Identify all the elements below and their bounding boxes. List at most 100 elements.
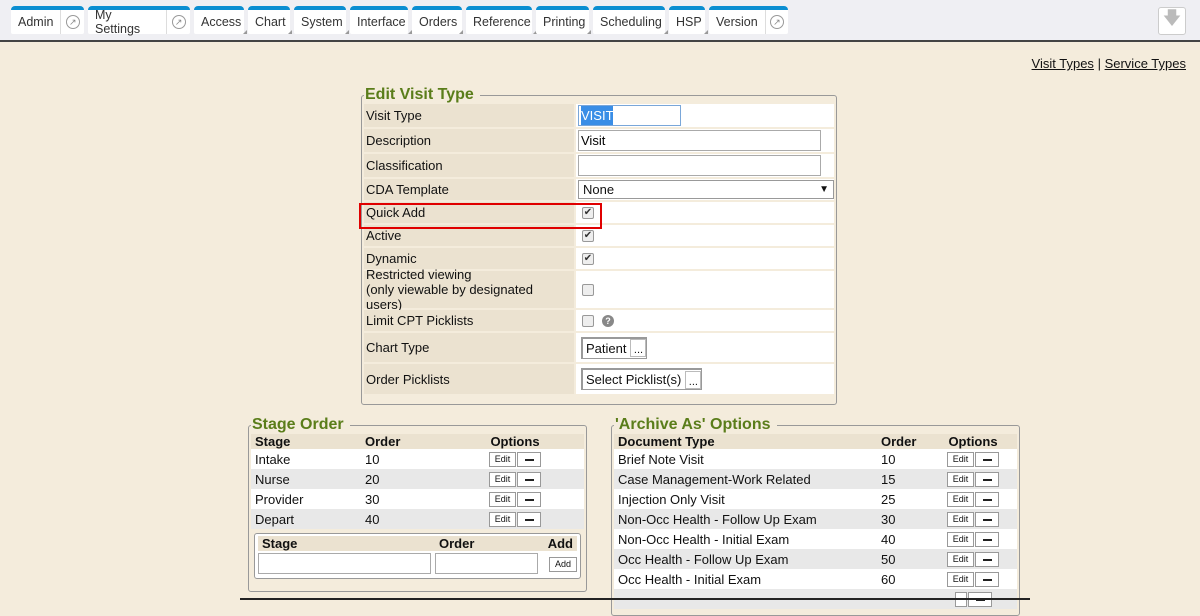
edit-button[interactable]: Edit <box>946 552 975 568</box>
order-cell: 40 <box>361 509 446 529</box>
order-picklists-picker[interactable]: Select Picklist(s)... <box>581 368 703 390</box>
name-cell: Nurse <box>251 469 361 489</box>
stage-order-panel: Stage Order Stage Order Options Intake 10… <box>248 416 587 592</box>
edit-button[interactable]: Edit <box>946 532 975 548</box>
download-button[interactable]: 🡇 <box>1158 7 1186 35</box>
table-row: Non-Occ Health - Follow Up Exam 30 Edit <box>614 509 1017 529</box>
restricted-checkbox[interactable] <box>582 283 594 296</box>
restricted-label: Restricted viewing (only viewable by desi… <box>364 267 574 312</box>
tab-label: Scheduling <box>593 15 669 34</box>
table-row: Intake 10 Edit <box>251 449 584 469</box>
chart-type-browse-button[interactable]: ... <box>630 339 647 357</box>
edit-button[interactable]: Edit <box>488 452 517 468</box>
limit-cpt-checkbox[interactable] <box>582 314 594 327</box>
order-cell: 60 <box>877 569 929 589</box>
name-cell: Brief Note Visit <box>614 449 877 469</box>
remove-button[interactable] <box>975 452 1000 468</box>
remove-button[interactable] <box>517 452 542 468</box>
tab-system[interactable]: System <box>294 6 349 34</box>
tab-admin[interactable]: Admin ↗ <box>11 6 84 34</box>
remove-button[interactable] <box>517 492 542 508</box>
cda-template-label: CDA Template <box>364 179 574 200</box>
visit-type-input[interactable] <box>578 105 681 126</box>
tab-scheduling[interactable]: Scheduling <box>593 6 668 34</box>
options-cell: Edit <box>929 489 1017 509</box>
options-cell: Edit <box>929 469 1017 489</box>
new-order-input[interactable] <box>435 553 538 574</box>
order-cell: 15 <box>877 469 929 489</box>
tab-label: Interface <box>350 15 413 34</box>
new-stage-input[interactable] <box>258 553 431 574</box>
remove-button[interactable] <box>517 512 542 528</box>
external-link-icon: ↗ <box>769 15 784 29</box>
options-cell: Edit <box>446 489 584 509</box>
column-header: Options <box>929 434 1017 449</box>
remove-button[interactable] <box>975 472 1000 488</box>
dynamic-checkbox[interactable]: ✔ <box>582 252 594 265</box>
tab-hsp[interactable]: HSP <box>669 6 708 34</box>
edit-button[interactable]: Edit <box>946 572 975 588</box>
classification-label: Classification <box>364 154 574 177</box>
add-stage-button[interactable]: Add <box>548 556 577 572</box>
tab-orders[interactable]: Orders <box>412 6 464 34</box>
edit-button[interactable]: Edit <box>946 492 975 508</box>
chart-type-picker[interactable]: Patient... <box>581 336 648 359</box>
edit-button[interactable]: Edit <box>946 472 975 488</box>
remove-button[interactable] <box>517 472 542 488</box>
help-icon[interactable]: ? <box>602 314 614 327</box>
remove-button[interactable] <box>975 572 1000 588</box>
options-cell: Edit <box>446 469 584 489</box>
options-cell: Edit <box>929 549 1017 569</box>
tab-label: Access <box>194 15 248 34</box>
name-cell: Injection Only Visit <box>614 489 877 509</box>
classification-input[interactable] <box>578 155 821 176</box>
tab-access[interactable]: Access <box>194 6 248 34</box>
edit-button[interactable]: Edit <box>488 492 517 508</box>
options-cell: Edit <box>929 449 1017 469</box>
name-cell: Provider <box>251 489 361 509</box>
description-input[interactable] <box>578 130 821 151</box>
tab-chart[interactable]: Chart <box>248 6 292 34</box>
order-cell: 10 <box>877 449 929 469</box>
tab-label: Printing <box>536 15 592 34</box>
tab-version[interactable]: Version ↗ <box>709 6 788 34</box>
quick-add-checkbox[interactable]: ✔ <box>582 206 594 219</box>
table-row: Non-Occ Health - Initial Exam 40 Edit <box>614 529 1017 549</box>
remove-button[interactable] <box>975 512 1000 528</box>
arrow-down-icon: 🡇 <box>1162 8 1182 28</box>
archive-table: Document Type Order Options Brief Note V… <box>614 434 1017 609</box>
visit-types-link[interactable]: Visit Types <box>1031 56 1094 71</box>
tab-reference[interactable]: Reference <box>466 6 537 34</box>
remove-button[interactable] <box>975 532 1000 548</box>
service-types-link[interactable]: Service Types <box>1104 56 1186 71</box>
chart-type-label: Chart Type <box>364 333 574 362</box>
active-checkbox[interactable]: ✔ <box>582 229 594 242</box>
tab-interface[interactable]: Interface <box>350 6 412 34</box>
edit-button[interactable]: Edit <box>946 512 975 528</box>
separator: | <box>1097 56 1101 71</box>
tab-label: Orders <box>412 15 464 34</box>
remove-button[interactable] <box>975 492 1000 508</box>
column-header: Stage <box>258 536 435 551</box>
remove-button[interactable] <box>975 552 1000 568</box>
panel-title: Stage Order <box>252 416 344 433</box>
order-picklists-browse-button[interactable]: ... <box>685 370 702 389</box>
edit-visit-type-panel: Edit Visit Type Visit Type Description C… <box>361 86 837 405</box>
panel-title: 'Archive As' Options <box>615 416 771 433</box>
open-external-button[interactable]: ↗ <box>60 10 84 34</box>
restricted-label-line1: Restricted viewing <box>366 267 472 282</box>
tab-my-settings[interactable]: My Settings ↗ <box>88 6 190 36</box>
open-external-button[interactable]: ↗ <box>166 10 190 34</box>
edit-button[interactable]: Edit <box>488 512 517 528</box>
order-cell: 40 <box>877 529 929 549</box>
open-external-button[interactable]: ↗ <box>764 10 788 34</box>
column-header: Add <box>542 536 577 551</box>
quick-add-highlight <box>359 203 602 229</box>
name-cell: Occ Health - Follow Up Exam <box>614 549 877 569</box>
edit-button[interactable]: Edit <box>946 452 975 468</box>
options-cell: Edit <box>929 569 1017 589</box>
edit-button[interactable]: Edit <box>488 472 517 488</box>
active-label: Active <box>364 225 574 246</box>
cda-template-select[interactable]: None ▼ <box>578 180 834 199</box>
tab-printing[interactable]: Printing <box>536 6 592 34</box>
